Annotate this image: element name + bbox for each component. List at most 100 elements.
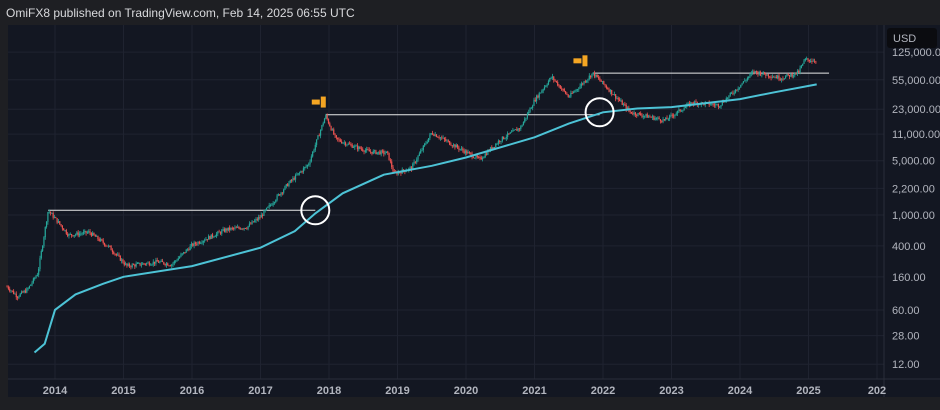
candle-body: [409, 167, 411, 169]
candle-body: [547, 81, 550, 85]
candle-body: [198, 241, 200, 244]
candle-body: [434, 134, 436, 136]
candle-body: [608, 89, 610, 92]
candle-body: [193, 242, 195, 246]
candle-body: [803, 60, 805, 64]
candle-body: [20, 291, 23, 294]
candle-body: [366, 148, 368, 151]
candle-body: [368, 149, 370, 152]
candle-body: [630, 111, 633, 114]
candle-body: [617, 98, 619, 100]
candle-body: [221, 230, 223, 234]
candle-body: [600, 80, 602, 82]
candle-body: [53, 217, 56, 218]
candle-body: [338, 139, 340, 140]
candle-body: [551, 76, 554, 78]
candle-body: [671, 114, 673, 116]
candle-body: [663, 119, 665, 121]
candle-body: [462, 148, 464, 151]
candle-body: [798, 70, 800, 73]
candle-body: [260, 214, 262, 218]
candle-body: [675, 113, 677, 115]
candle-body: [742, 81, 745, 84]
candle-body: [70, 234, 73, 236]
y-tick-label: 12.00: [892, 359, 920, 371]
candle-body: [11, 290, 13, 292]
candle-body: [607, 87, 609, 90]
candle-body: [412, 163, 414, 170]
candle-body: [57, 221, 60, 223]
candle-body: [653, 116, 655, 120]
candle-body: [525, 117, 527, 119]
candle-body: [134, 264, 136, 267]
candle-body: [204, 240, 206, 242]
candle-body: [553, 76, 555, 80]
candle-body: [329, 123, 331, 127]
candle-body: [384, 153, 386, 154]
candle-body: [67, 233, 69, 236]
candle-body: [765, 74, 767, 76]
candle-body: [761, 74, 763, 76]
candle-body: [273, 202, 276, 204]
candle-body: [372, 150, 374, 154]
candle-body: [433, 134, 435, 136]
candle-body: [748, 76, 750, 79]
candle-body: [40, 251, 42, 259]
candle-body: [356, 145, 359, 150]
candle-body: [539, 92, 542, 94]
candle-body: [774, 76, 776, 78]
candle-body: [633, 112, 635, 115]
candle-body: [265, 207, 268, 210]
candle-body: [802, 63, 804, 66]
candle-body: [637, 112, 639, 116]
candle-body: [107, 245, 110, 247]
candle-body: [360, 148, 363, 150]
candle-body: [730, 92, 733, 94]
candle-body: [173, 261, 175, 264]
candle-body: [229, 227, 231, 230]
y-tick-label: 28.00: [892, 331, 920, 343]
candle-body: [367, 148, 369, 150]
candle-body: [230, 227, 232, 230]
candle-body: [582, 83, 584, 85]
candle-body: [800, 65, 802, 68]
candle-body: [290, 180, 293, 181]
candle-body: [92, 232, 94, 236]
candle-body: [239, 228, 241, 230]
flag-icon: [582, 55, 588, 67]
candle-body: [438, 137, 440, 139]
candle-body: [305, 166, 307, 168]
candle-body: [791, 73, 793, 77]
candle-body: [114, 253, 116, 255]
candle-body: [52, 213, 54, 218]
candle-body: [319, 129, 322, 136]
x-tick-label: 2025: [796, 385, 820, 397]
candle-body: [346, 144, 348, 146]
candle-body: [234, 227, 236, 229]
candle-body: [93, 232, 95, 236]
candle-body: [231, 227, 233, 229]
candle-body: [661, 121, 663, 122]
candle-body: [151, 264, 153, 266]
candle-body: [647, 116, 650, 118]
candle-body: [181, 253, 183, 255]
candle-body: [226, 228, 228, 231]
candle-body: [196, 243, 198, 245]
candle-body: [695, 101, 697, 103]
candle-body: [424, 143, 426, 146]
candle-body: [613, 94, 615, 95]
candle-body: [524, 118, 526, 123]
candle-body: [39, 258, 41, 269]
candle-body: [536, 95, 538, 102]
candle-body: [767, 74, 770, 77]
candle-body: [146, 263, 148, 265]
y-tick-label: 125,000.00: [892, 47, 940, 59]
candle-body: [323, 118, 326, 124]
candle-body: [736, 89, 738, 91]
candle-body: [684, 106, 687, 109]
candle-body: [218, 231, 220, 233]
candle-body: [738, 87, 741, 89]
candle-body: [586, 80, 588, 83]
candle-body: [773, 76, 775, 78]
